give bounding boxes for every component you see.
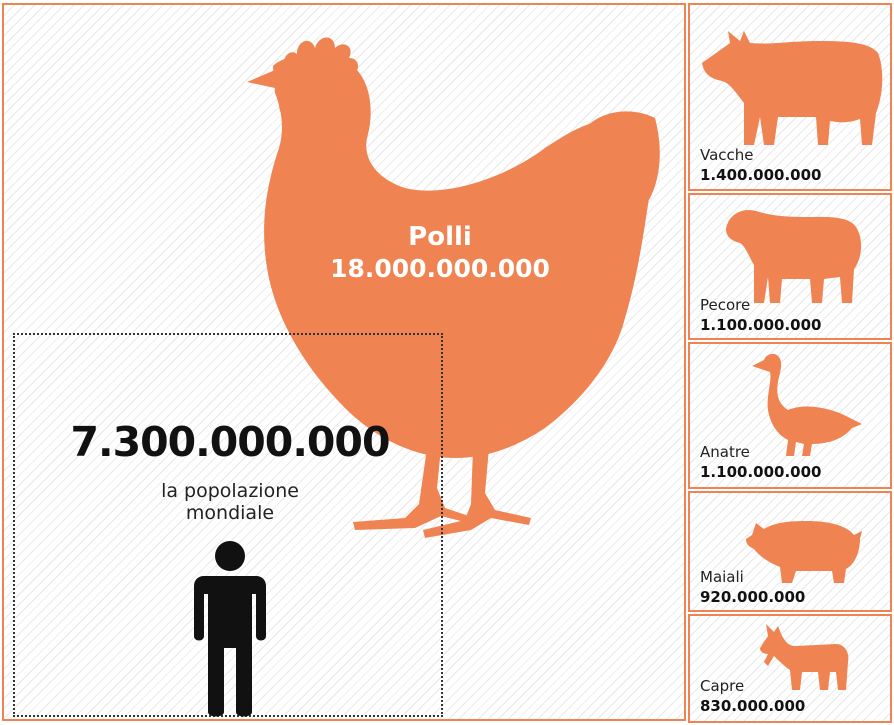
world-population-value: 7.300.000.000 — [70, 418, 390, 466]
pig-icon — [746, 521, 862, 583]
pigs-value: 920.000.000 — [700, 588, 806, 606]
duck-icon — [752, 353, 862, 456]
cow-icon — [702, 31, 883, 145]
world-population-caption: la popolazione mondiale — [100, 480, 360, 524]
sheep-value: 1.100.000.000 — [700, 316, 822, 334]
cows-value: 1.400.000.000 — [700, 166, 822, 184]
chicken-label: Polli — [408, 222, 472, 252]
cell-cows: Vacche 1.400.000.000 — [688, 3, 892, 191]
cell-goats: Capre 830.000.000 — [688, 614, 892, 723]
sheep-label: Pecore — [700, 296, 751, 314]
pigs-label: Maiali — [700, 568, 744, 586]
goat-icon — [760, 624, 849, 690]
chicken-icon — [247, 37, 660, 538]
ducks-label: Anatre — [700, 443, 750, 461]
sheep-icon — [726, 209, 862, 303]
cell-sheep: Pecore 1.100.000.000 — [688, 193, 892, 340]
chicken-value: 18.000.000.000 — [330, 254, 550, 283]
goats-label: Capre — [700, 677, 745, 695]
cows-label: Vacche — [700, 146, 754, 164]
person-icon — [194, 541, 266, 717]
goats-value: 830.000.000 — [700, 697, 806, 715]
caption-line-2: mondiale — [185, 502, 275, 524]
ducks-value: 1.100.000.000 — [700, 463, 822, 481]
caption-line-1: la popolazione — [161, 480, 299, 502]
world-population-box — [13, 333, 443, 717]
cell-pigs: Maiali 920.000.000 — [688, 491, 892, 612]
cell-ducks: Anatre 1.100.000.000 — [688, 342, 892, 489]
